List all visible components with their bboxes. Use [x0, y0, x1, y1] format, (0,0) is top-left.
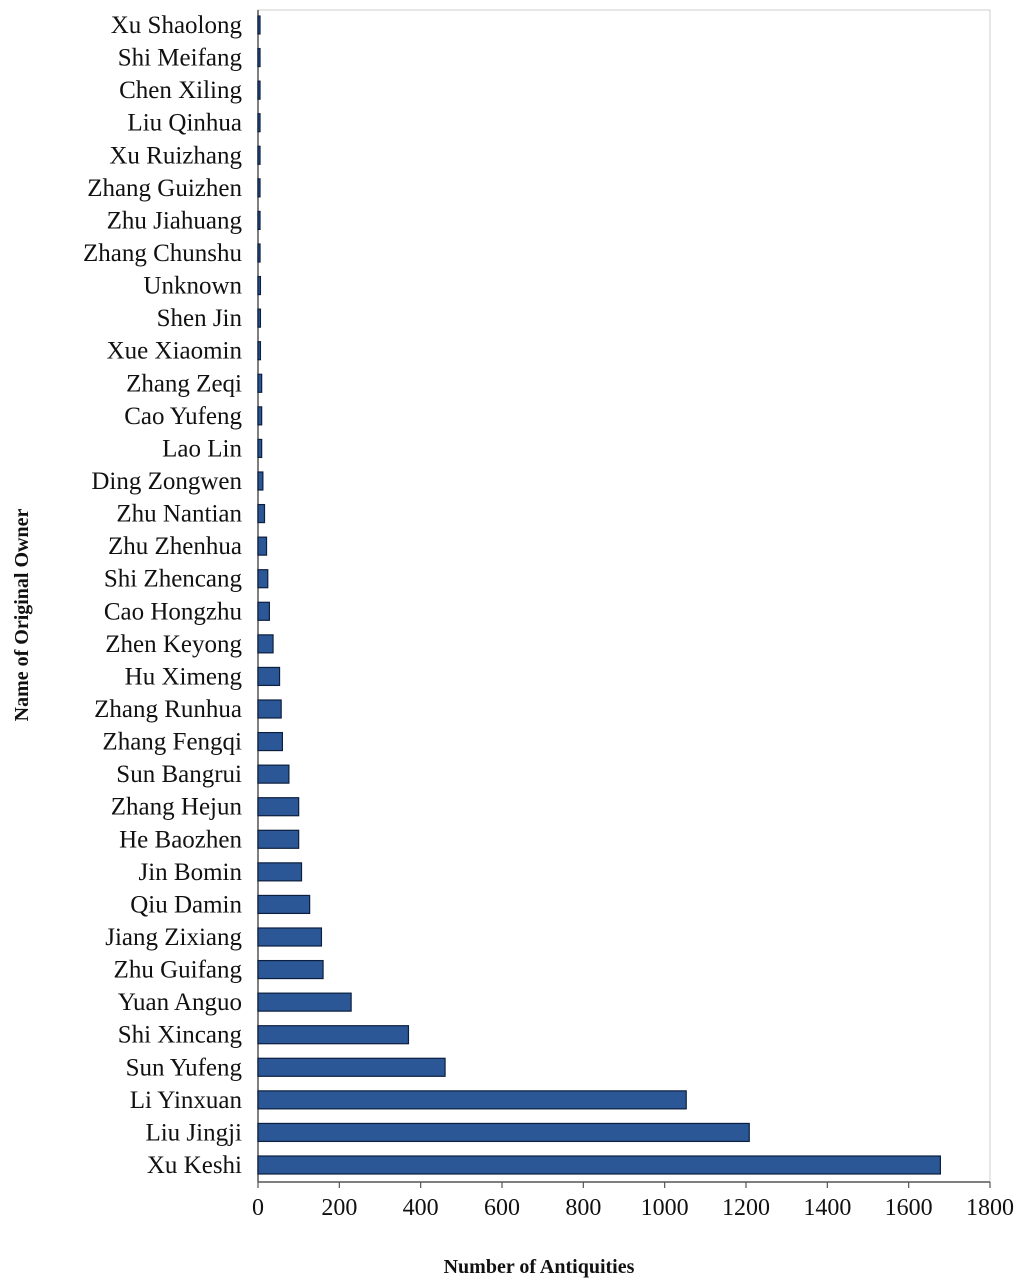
bar-shen-jin — [257, 308, 262, 328]
category-label: Shi Meifang — [118, 45, 243, 72]
category-label: Zhu Guifang — [114, 957, 243, 984]
category-label: Zhu Zhenhua — [108, 533, 242, 560]
category-label: Shen Jin — [157, 305, 243, 332]
bar-zhang-runhua — [257, 699, 282, 719]
category-label: Xu Ruizhang — [109, 142, 242, 169]
category-label: Jin Bomin — [139, 859, 243, 886]
bar-he-baozhen — [257, 829, 300, 849]
x-tick-label: 200 — [321, 1195, 357, 1221]
category-label: Yuan Anguo — [118, 989, 242, 1016]
x-tick-label: 600 — [484, 1195, 520, 1221]
category-label: Qiu Damin — [130, 891, 242, 918]
category-label: Zhu Nantian — [116, 501, 242, 528]
category-label: Zhang Zeqi — [126, 370, 242, 397]
category-label: Xue Xiaomin — [107, 338, 243, 365]
bar-zhang-chunshu — [257, 243, 261, 263]
category-label: He Baozhen — [119, 826, 242, 853]
bar-liu-qinhua — [257, 113, 261, 133]
category-label: Zhang Chunshu — [83, 240, 243, 267]
bar-sun-bangrui — [257, 764, 290, 784]
bar-zhu-jiahuang — [257, 210, 261, 231]
x-tick-label: 800 — [565, 1195, 601, 1221]
category-label: Cao Hongzhu — [104, 598, 243, 625]
x-tick-label: 1200 — [722, 1195, 770, 1221]
bar-shi-xincang — [257, 1025, 410, 1045]
bar-xu-keshi — [257, 1155, 941, 1175]
category-label: Zhu Jiahuang — [107, 207, 243, 234]
bar-cao-hongzhu — [257, 601, 270, 621]
category-label: Unknown — [143, 273, 242, 300]
bar-shi-meifang — [257, 47, 261, 68]
bar-cao-yufeng — [257, 406, 263, 426]
x-tick-label: 1600 — [885, 1195, 933, 1221]
category-label: Cao Yufeng — [124, 403, 242, 430]
category-labels: Xu Shaolong Shi Meifang Chen Xiling Liu Qin… — [83, 12, 243, 1179]
category-label: Sun Bangrui — [116, 761, 242, 788]
category-label: Hu Ximeng — [125, 663, 243, 690]
bar-zhang-hejun — [257, 797, 300, 817]
category-label: Jiang Zixiang — [105, 924, 242, 951]
category-label: Shi Zhencang — [104, 566, 243, 593]
bar-xu-ruizhang — [257, 145, 261, 165]
bar-qiu-damin — [257, 894, 311, 915]
bar-shi-zhencang — [257, 569, 269, 589]
category-label: Zhen Keyong — [105, 631, 242, 658]
bar-zhu-nantian — [257, 503, 266, 524]
category-label: Zhang Hejun — [111, 794, 243, 821]
bar-zhu-zhenhua — [257, 536, 268, 556]
category-label: Liu Qinhua — [127, 110, 242, 137]
category-label: Zhang Guizhen — [87, 175, 242, 202]
bar-jiang-zixiang — [257, 927, 323, 947]
bar-zhu-guifang — [257, 959, 324, 980]
bar-zhang-fengqi — [257, 731, 283, 752]
x-tick-label: 1400 — [803, 1195, 851, 1221]
category-label: Lao Lin — [162, 435, 242, 462]
bar-zhen-keyong — [257, 634, 274, 654]
x-axis-title: Number of Antiquities — [444, 1256, 635, 1278]
bar-yuan-anguo — [257, 992, 352, 1012]
bar-li-yinxuan — [257, 1090, 687, 1110]
bar-lao-lin — [257, 438, 263, 459]
category-label: Shi Xincang — [118, 1022, 243, 1049]
bars — [257, 15, 941, 1175]
bar-unknown — [257, 275, 262, 296]
plot-border — [257, 9, 991, 1183]
bar-sun-yufeng — [257, 1057, 446, 1077]
bar-chen-xiling — [257, 80, 261, 100]
x-tick-label: 400 — [403, 1195, 439, 1221]
bar-xue-xiaomin — [257, 341, 262, 361]
x-axis-ticks: 0 200 400 600 800 1000 1200 1400 1600 1800 — [252, 1182, 1014, 1221]
bar-zhang-zeqi — [257, 373, 263, 393]
category-label: Chen Xiling — [119, 77, 242, 104]
category-label: Zhang Runhua — [94, 696, 242, 723]
bar-jin-bomin — [257, 862, 303, 882]
category-label: Ding Zongwen — [91, 468, 242, 495]
bar-ding-zongwen — [257, 471, 264, 491]
bar-zhang-guizhen — [257, 178, 261, 198]
x-tick-label: 1800 — [966, 1195, 1014, 1221]
category-label: Xu Shaolong — [111, 12, 243, 39]
category-label: Xu Keshi — [147, 1152, 242, 1179]
x-tick-label: 0 — [252, 1195, 264, 1221]
category-label: Liu Jingji — [145, 1119, 242, 1146]
plot-frame — [257, 9, 991, 1183]
bar-hu-ximeng — [257, 666, 281, 687]
x-tick-label: 1000 — [641, 1195, 689, 1221]
bar-liu-jingji — [257, 1122, 750, 1143]
category-label: Sun Yufeng — [126, 1054, 243, 1081]
bar-xu-shaolong — [257, 15, 261, 35]
y-axis-title: Name of Original Owner — [11, 509, 33, 722]
category-label: Zhang Fengqi — [102, 729, 242, 756]
category-label: Li Yinxuan — [130, 1087, 243, 1114]
